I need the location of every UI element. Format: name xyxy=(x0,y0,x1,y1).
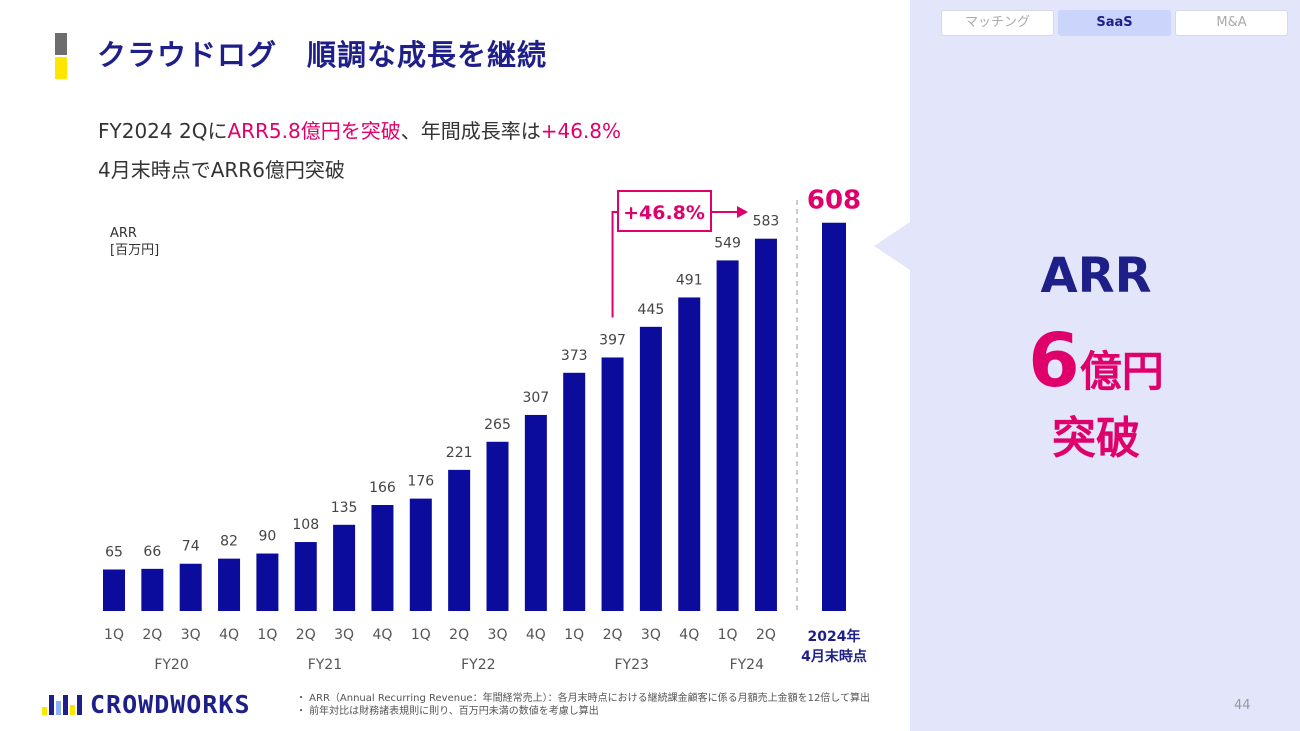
headline-highlight-growth: +46.8% xyxy=(540,119,622,143)
side-arr-label: ARR xyxy=(1040,248,1152,304)
bar-1 xyxy=(141,568,164,611)
crowdworks-logo: CROWDWORKS xyxy=(42,690,251,719)
x-tick-label-17: 2Q xyxy=(756,627,776,643)
bar-value-label-9: 221 xyxy=(446,445,473,461)
bar-extra xyxy=(822,222,846,611)
bar-value-label-7: 166 xyxy=(369,480,396,496)
bar-extra-value-label: 608 xyxy=(807,186,861,216)
x-tick-label-10: 3Q xyxy=(488,627,508,643)
bar-13 xyxy=(601,357,624,611)
bar-value-label-11: 307 xyxy=(522,390,549,406)
fiscal-year-label-4: FY24 xyxy=(730,657,765,673)
bar-11 xyxy=(524,414,547,611)
headline-prefix: FY2024 2Qに xyxy=(98,119,228,143)
fiscal-year-label-3: FY23 xyxy=(615,657,649,673)
bar-value-label-3: 82 xyxy=(220,534,238,550)
x-tick-label-1: 2Q xyxy=(142,627,162,643)
bar-9 xyxy=(448,469,471,611)
footnotes: ・ ARR（Annual Recurring Revenue：年間経常売上）：各… xyxy=(296,692,870,718)
side-value-unit: 億円 xyxy=(1079,347,1164,396)
growth-arrow-head xyxy=(737,206,748,218)
x-tick-label-7: 4Q xyxy=(372,627,392,643)
x-tick-label-2: 3Q xyxy=(181,627,201,643)
bar-value-label-8: 176 xyxy=(407,474,434,490)
bar-value-label-5: 108 xyxy=(292,517,319,533)
chart-ylabel: ARR [百万円] xyxy=(110,225,159,259)
bar-value-label-17: 583 xyxy=(753,214,780,230)
bar-17 xyxy=(754,238,777,611)
bar-2 xyxy=(179,563,202,611)
bar-extra-label-line2: 4月末時点 xyxy=(801,648,867,665)
bar-value-label-15: 491 xyxy=(676,272,703,288)
growth-annotation-label: +46.8% xyxy=(623,202,705,224)
bar-14 xyxy=(639,326,662,611)
x-tick-label-12: 1Q xyxy=(564,627,584,643)
bar-value-label-10: 265 xyxy=(484,417,511,433)
logo-mark-icon xyxy=(42,694,82,715)
chart-ylabel-line2: [百万円] xyxy=(110,243,160,258)
side-value-suffix: 突破 xyxy=(1052,413,1140,464)
bar-15 xyxy=(678,297,701,611)
x-tick-label-13: 2Q xyxy=(603,627,623,643)
tab-saas[interactable]: SaaS xyxy=(1058,10,1171,36)
growth-annotation-box xyxy=(617,190,712,232)
footnote-2: ・ 前年対比は財務諸表規則に則り、百万円未満の数値を考慮し算出 xyxy=(296,706,599,717)
page-number: 44 xyxy=(1234,698,1251,713)
x-tick-label-6: 3Q xyxy=(334,627,354,643)
title-accent-yellow xyxy=(55,57,67,79)
logo-text: CROWDWORKS xyxy=(90,690,251,719)
x-tick-label-9: 2Q xyxy=(449,627,469,643)
growth-bracket-line xyxy=(611,211,618,318)
headline-line1: FY2024 2QにARR5.8億円を突破、年間成長率は+46.8% xyxy=(98,115,621,144)
x-tick-label-4: 1Q xyxy=(257,627,277,643)
bar-10 xyxy=(486,441,509,611)
arr-bar-chart: 65 1Q 66 2Q 74 3Q 82 4Q 90 1Q 108 2Q 135 3Q 166 4Q 176 1Q… xyxy=(103,186,867,673)
side-arr-value: 6億円 xyxy=(910,318,1282,404)
bar-0 xyxy=(103,569,125,611)
page-title: クラウドログ 順調な成長を継続 xyxy=(97,38,548,72)
bar-16 xyxy=(716,260,739,611)
bar-value-label-16: 549 xyxy=(714,235,741,251)
x-tick-label-15: 4Q xyxy=(679,627,699,643)
bar-12 xyxy=(563,372,586,611)
bar-8 xyxy=(409,498,432,611)
footnote-1: ・ ARR（Annual Recurring Revenue：年間経常売上）：各… xyxy=(296,693,871,704)
x-tick-label-16: 1Q xyxy=(718,627,738,643)
bar-value-label-2: 74 xyxy=(182,539,200,555)
bar-value-label-0: 65 xyxy=(105,544,123,560)
side-panel-pointer xyxy=(874,222,910,270)
bar-value-label-6: 135 xyxy=(331,500,358,516)
x-tick-label-5: 2Q xyxy=(296,627,316,643)
x-tick-label-8: 1Q xyxy=(411,627,431,643)
fiscal-year-label-0: FY20 xyxy=(154,657,188,673)
bar-value-label-1: 66 xyxy=(143,544,161,560)
tab-matching[interactable]: マッチング xyxy=(941,10,1054,36)
bar-7 xyxy=(371,504,394,611)
bar-6 xyxy=(333,524,356,611)
headline-line2: 4月末時点でARR6億円突破 xyxy=(98,158,345,182)
headline-highlight-arr: ARR5.8億円を突破 xyxy=(227,119,401,143)
fiscal-year-label-2: FY22 xyxy=(461,657,495,673)
bar-value-label-14: 445 xyxy=(638,302,665,318)
chart-ylabel-line1: ARR xyxy=(110,226,137,241)
bar-extra-label-line1: 2024年 xyxy=(808,628,861,645)
bar-value-label-4: 90 xyxy=(258,529,276,545)
tab-ma[interactable]: M&A xyxy=(1175,10,1288,36)
x-tick-label-11: 4Q xyxy=(526,627,546,643)
title-accent-gray xyxy=(55,33,67,55)
bar-4 xyxy=(256,553,279,611)
x-tick-label-0: 1Q xyxy=(104,627,124,643)
bar-5 xyxy=(294,542,317,611)
x-tick-label-14: 3Q xyxy=(641,627,661,643)
fiscal-year-label-1: FY21 xyxy=(308,657,342,673)
x-tick-label-3: 4Q xyxy=(219,627,239,643)
bar-value-label-13: 397 xyxy=(599,332,626,348)
side-panel xyxy=(910,0,1300,731)
bar-3 xyxy=(218,558,241,611)
headline-middle: 、年間成長率は xyxy=(400,119,541,143)
bar-value-label-12: 373 xyxy=(561,348,588,364)
side-value-number: 6 xyxy=(1028,318,1080,404)
segment-tabs: マッチング SaaS M&A xyxy=(941,10,1288,36)
